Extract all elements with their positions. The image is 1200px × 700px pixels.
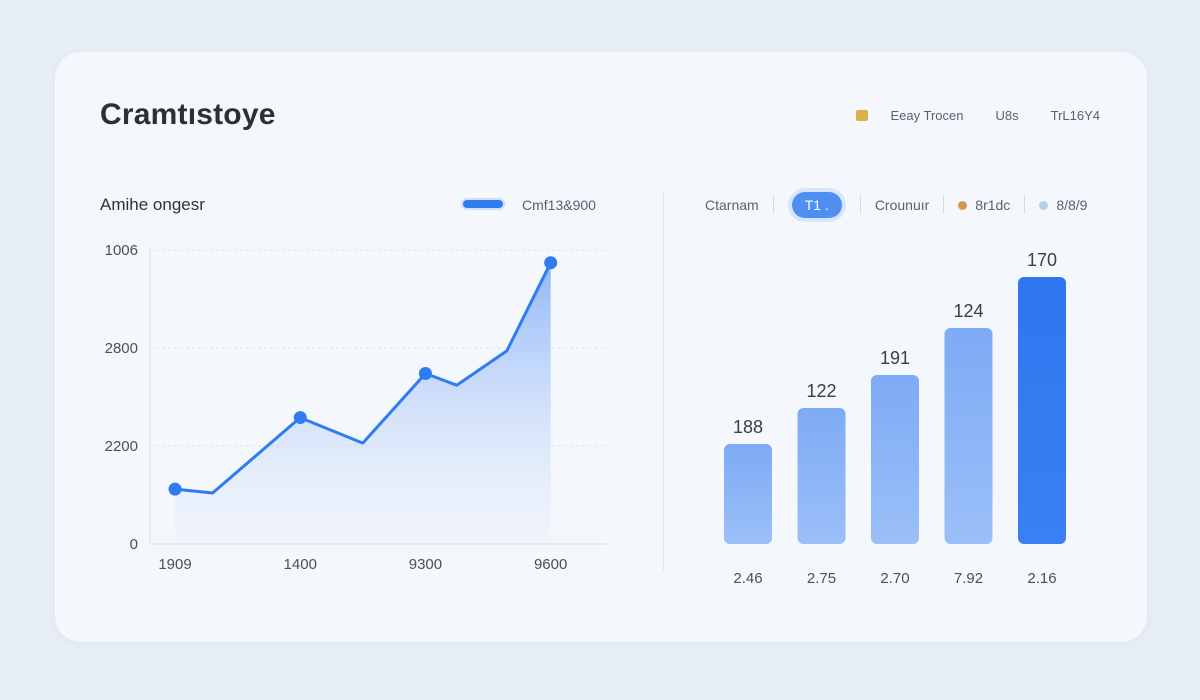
bar-category-label: 2.70	[880, 570, 909, 587]
legend-dot-orange	[958, 200, 968, 210]
filter-item-5-label: 8/8/9	[1056, 197, 1088, 213]
page-title: Cramtıstoye	[100, 98, 276, 131]
legend-line-swatch	[463, 200, 503, 208]
legend-dot-blue	[1039, 200, 1049, 210]
filter-pill-active[interactable]: T1 .	[791, 192, 842, 218]
y-tick-label: 2200	[105, 438, 138, 455]
x-tick-label: 1400	[284, 556, 317, 573]
series-line	[174, 262, 553, 495]
filter-divider	[1024, 196, 1026, 214]
bar	[1018, 277, 1066, 544]
filter-divider	[859, 196, 861, 214]
panel-divider	[663, 192, 664, 570]
bar-category-label: 2.75	[807, 570, 836, 587]
bar	[797, 408, 846, 544]
header-item-3[interactable]: TrL16Y4	[1050, 108, 1100, 123]
filter-divider	[943, 196, 945, 214]
filter-item-5[interactable]: 8/8/9	[1039, 197, 1087, 213]
bar-chart-filters: Ctarnam T1 . Crounuır 8r1dc 8/8/9	[705, 190, 1087, 220]
data-point	[168, 482, 182, 496]
x-tick-label: 1909	[158, 556, 191, 573]
header-meta: Eeay Trocen U8s TrL16Y4	[856, 108, 1100, 123]
filter-divider	[772, 196, 774, 214]
bar-value-label: 124	[953, 301, 983, 321]
y-tick-label: 1006	[105, 242, 138, 259]
series-area	[175, 262, 551, 544]
bar-category-label: 7.92	[954, 570, 983, 587]
line-legend-label: Cmf13&900	[522, 197, 596, 213]
y-tick-label: 0	[130, 536, 138, 553]
x-tick-label: 9600	[534, 556, 567, 573]
line-chart-subtitle: Amihe ongesr	[100, 195, 205, 214]
bar-category-label: 2.46	[733, 570, 762, 587]
bar-value-label: 188	[733, 417, 763, 437]
bar-value-label: 122	[806, 381, 836, 401]
filter-item-4[interactable]: 8r1dc	[958, 197, 1010, 213]
filter-item-4-label: 8r1dc	[975, 197, 1011, 213]
bar	[724, 444, 772, 544]
bar-value-label: 191	[880, 348, 910, 368]
filter-item-1[interactable]: Ctarnam	[705, 197, 759, 213]
data-point	[544, 256, 558, 270]
header-item-1[interactable]: Eeay Trocen	[890, 108, 964, 123]
data-point	[293, 411, 307, 425]
y-tick-label: 2800	[105, 340, 138, 357]
bar	[871, 375, 919, 544]
wallet-icon	[856, 110, 869, 121]
bar	[944, 328, 993, 544]
data-point	[418, 366, 432, 380]
x-tick-label: 9300	[409, 556, 442, 573]
filter-item-3[interactable]: Crounuır	[874, 197, 930, 213]
bar-value-label: 170	[1027, 250, 1057, 270]
bar-category-label: 2.16	[1027, 570, 1056, 587]
header-item-2[interactable]: U8s	[995, 108, 1019, 123]
